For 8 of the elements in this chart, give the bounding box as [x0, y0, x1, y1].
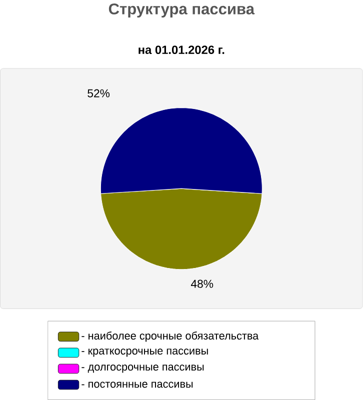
legend-label: - краткосрочные пассивы [82, 348, 208, 357]
legend-label: - наиболее срочные обязательства [82, 332, 259, 342]
data-label: 52% [88, 89, 110, 98]
data-label: 48% [191, 280, 214, 288]
legend-label: - постоянные пассивы [82, 382, 193, 388]
chart-subtitle: на 01.01.2026 г. [138, 46, 224, 54]
legend-label: - долгосрочные пассивы [82, 364, 204, 373]
chart-title: Структура пассива [109, 3, 255, 18]
